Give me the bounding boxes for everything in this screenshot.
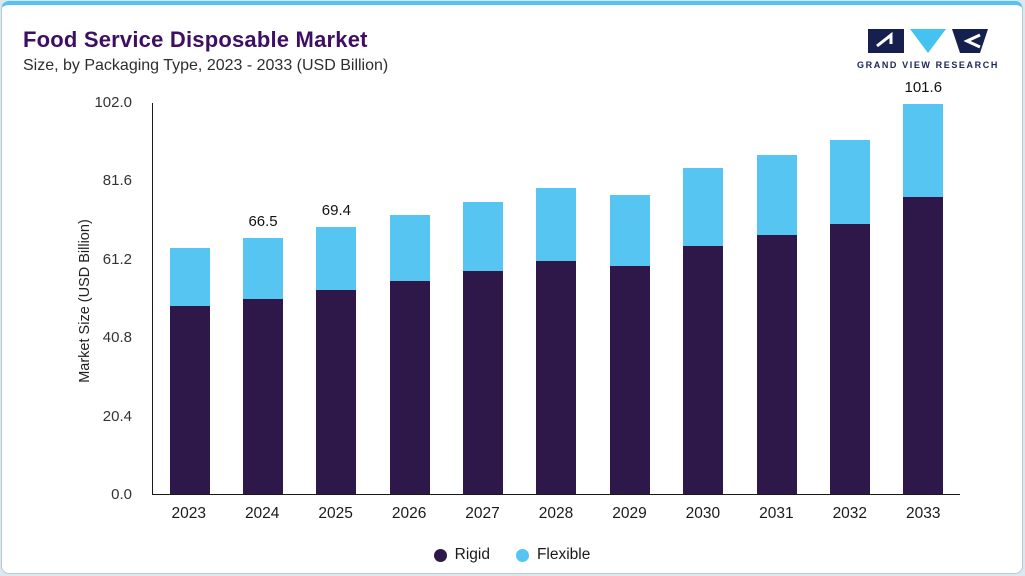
bar-stack-2029 xyxy=(609,195,650,494)
bar-segment-rigid-2033 xyxy=(903,196,944,494)
y-tick-61.2: 61.2 xyxy=(102,250,132,268)
bar-segment-flexible-2031 xyxy=(756,154,797,236)
bar-group-2033: 101.6 xyxy=(887,79,960,494)
page-subtitle: Size, by Packaging Type, 2023 - 2033 (US… xyxy=(23,57,389,74)
bar-group-2027 xyxy=(446,103,519,494)
bar-segment-rigid-2032 xyxy=(829,224,870,494)
bar-segment-flexible-2033 xyxy=(903,103,944,197)
legend-item-rigid: Rigid xyxy=(433,546,490,564)
y-tick-102.0: 102.0 xyxy=(94,94,132,111)
bar-stack-2031 xyxy=(756,154,797,494)
y-tick-20.4: 20.4 xyxy=(102,407,132,425)
bar-group-2030 xyxy=(667,103,740,494)
x-label-2027: 2027 xyxy=(465,505,500,522)
bars-row: 66.5 69.4 101.6 xyxy=(153,79,960,494)
plot-area: 66.5 69.4 101.6 xyxy=(152,79,960,495)
legend-label-rigid: Rigid xyxy=(454,546,490,563)
bar-segment-rigid-2028 xyxy=(536,260,577,494)
bar-group-2023 xyxy=(153,103,226,494)
bar-segment-rigid-2023 xyxy=(169,306,210,494)
bar-stack-2030 xyxy=(683,168,724,494)
bar-group-2026 xyxy=(373,103,446,494)
bar-segment-flexible-2028 xyxy=(536,187,577,261)
x-label-2033: 2033 xyxy=(906,505,941,522)
logo-text: GRAND VIEW RESEARCH xyxy=(857,60,999,70)
y-tick-81.6: 81.6 xyxy=(102,172,132,190)
legend-item-flexible: Flexible xyxy=(515,546,591,564)
x-label-2032: 2032 xyxy=(832,505,868,522)
bar-segment-flexible-2023 xyxy=(169,248,210,307)
bar-segment-rigid-2024 xyxy=(243,298,284,494)
bar-segment-flexible-2030 xyxy=(683,168,724,246)
bar-segment-rigid-2029 xyxy=(609,266,650,494)
bar-segment-rigid-2026 xyxy=(389,281,430,494)
bar-stack-2033 xyxy=(903,103,944,494)
bar-group-2028 xyxy=(520,103,593,494)
bar-stack-2026 xyxy=(389,214,430,494)
bar-segment-flexible-2032 xyxy=(829,140,870,225)
bar-stack-2028 xyxy=(536,187,577,494)
bar-segment-flexible-2024 xyxy=(243,238,284,299)
bar-value-label-2025: 69.4 xyxy=(321,202,351,220)
bar-stack-2025 xyxy=(316,227,357,494)
x-label-2028: 2028 xyxy=(538,505,574,522)
bar-segment-flexible-2026 xyxy=(389,214,430,282)
x-label-2030: 2030 xyxy=(685,505,721,522)
logo-marks-icon xyxy=(868,29,988,53)
legend-swatch-rigid xyxy=(433,548,447,562)
legend: Rigid Flexible xyxy=(2,546,1022,564)
y-tick-0.0: 0.0 xyxy=(111,486,132,503)
bar-group-2025: 69.4 xyxy=(300,103,373,494)
y-axis-ticks: 0.0 20.4 40.8 61.2 81.6 102.0 xyxy=(2,94,142,503)
bar-segment-rigid-2031 xyxy=(756,235,797,494)
x-label-2025: 2025 xyxy=(318,505,353,522)
x-label-2023: 2023 xyxy=(171,505,206,522)
bar-segment-rigid-2027 xyxy=(463,271,504,494)
bar-value-label-2033: 101.6 xyxy=(904,78,943,96)
x-label-2026: 2026 xyxy=(391,505,427,522)
bar-segment-rigid-2025 xyxy=(316,290,357,494)
bar-value-label-2024: 66.5 xyxy=(248,213,278,231)
x-label-2024: 2024 xyxy=(244,505,280,522)
bar-group-2029 xyxy=(593,103,666,494)
grand-view-research-logo: GRAND VIEW RESEARCH xyxy=(854,27,1002,70)
bar-group-2031 xyxy=(740,103,813,494)
page-title: Food Service Disposable Market xyxy=(23,27,368,52)
bar-segment-flexible-2027 xyxy=(463,201,504,272)
bar-group-2024: 66.5 xyxy=(226,103,299,494)
bar-segment-flexible-2029 xyxy=(609,195,650,267)
x-label-2031: 2031 xyxy=(759,505,794,522)
x-axis-labels: 2023 2024 2025 2026 2027 2028 2029 2030 2031 2032… xyxy=(152,505,960,523)
bar-segment-rigid-2030 xyxy=(683,245,724,494)
x-label-2029: 2029 xyxy=(612,505,647,522)
bar-segment-flexible-2025 xyxy=(316,227,357,291)
bar-stack-2024 xyxy=(243,238,284,494)
legend-swatch-flexible xyxy=(515,548,529,562)
legend-label-flexible: Flexible xyxy=(536,546,591,563)
bar-stack-2023 xyxy=(169,248,210,494)
y-tick-40.8: 40.8 xyxy=(102,329,132,347)
bar-stack-2032 xyxy=(829,140,870,494)
bar-group-2032 xyxy=(813,103,886,494)
bar-stack-2027 xyxy=(463,201,504,494)
